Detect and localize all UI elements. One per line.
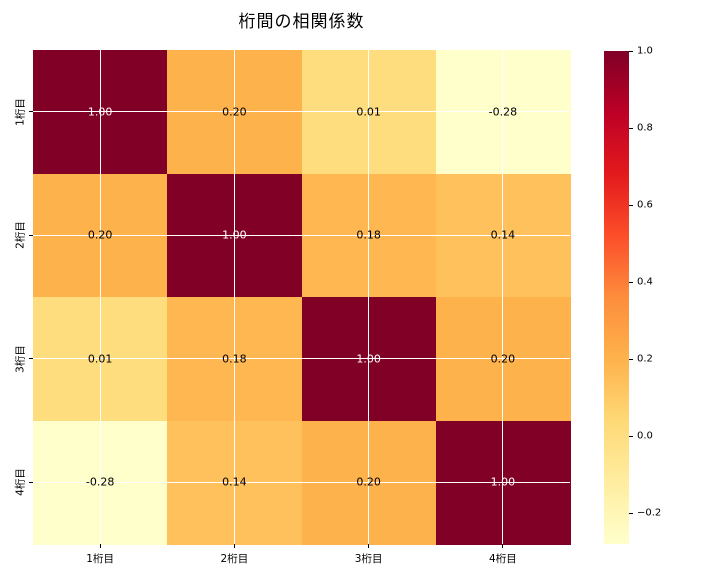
colorbar-tick-mark [629,204,633,206]
cell-value: 0.20 [87,228,113,242]
cell-value: 1.00 [490,475,516,489]
colorbar-tick-mark [629,358,633,360]
x-tick-label: 4桁目 [489,553,517,565]
y-tick-label: 3桁目 [14,344,27,373]
y-tick-label: 2桁目 [14,221,27,250]
x-tick-mark [502,544,504,548]
y-tick-mark [29,358,33,360]
gridline-vertical [368,50,370,544]
cell-value: 0.18 [356,228,381,242]
cell-value: 0.14 [490,228,516,242]
colorbar-tick-label: 0.4 [637,276,653,288]
y-tick-label: 4桁目 [14,468,27,497]
colorbar-tick-mark [629,50,633,52]
cell-value: 0.01 [356,105,381,119]
y-tick-mark [29,234,33,236]
heatmap: 1.00 0.20 0.01 -0.28 0.20 1.00 0.18 0.14 0.01 0.1… [33,50,571,545]
cell-value: 1.00 [356,352,381,366]
colorbar-tick-label: 0.8 [637,122,653,134]
gridline-horizontal [33,481,570,483]
y-tick-mark [29,111,33,113]
x-tick-mark [233,544,235,548]
colorbar-tick-mark [629,512,633,514]
y-tick-mark [29,481,33,483]
cell-value: 1.00 [222,228,247,242]
cell-value: 0.20 [222,105,247,119]
cell-value: 0.14 [222,475,247,489]
cell-value: 0.20 [356,475,381,489]
gridline-vertical [233,50,235,544]
cell-value: 0.01 [87,352,113,366]
cell-value: -0.28 [488,105,518,119]
colorbar-tick-mark [629,281,633,283]
chart-title: 桁間の相関係数 [238,12,365,32]
cell-value: 0.20 [490,352,516,366]
colorbar-tick-label: 0.2 [637,353,653,365]
cell-value: 1.00 [87,105,113,119]
colorbar [604,51,629,544]
x-tick-mark [368,544,370,548]
colorbar-tick-label: 1.0 [637,45,653,57]
cell-value: 0.18 [222,352,247,366]
x-tick-label: 1桁目 [86,553,114,565]
gridline-vertical [99,50,101,544]
colorbar-tick-mark [629,435,633,437]
gridline-vertical [502,50,504,544]
colorbar-tick-mark [629,127,633,129]
gridline-horizontal [33,358,570,360]
gridline-horizontal [33,234,570,236]
x-tick-label: 3桁目 [354,553,383,565]
x-tick-mark [99,544,101,548]
y-tick-label: 1桁目 [14,97,27,126]
x-tick-label: 2桁目 [220,553,249,565]
colorbar-tick-label: 0.6 [637,199,653,211]
colorbar-tick-label: 0.0 [637,430,653,442]
colorbar-tick-label: −0.2 [637,507,662,519]
cell-value: -0.28 [85,475,115,489]
gridline-horizontal [33,111,570,113]
